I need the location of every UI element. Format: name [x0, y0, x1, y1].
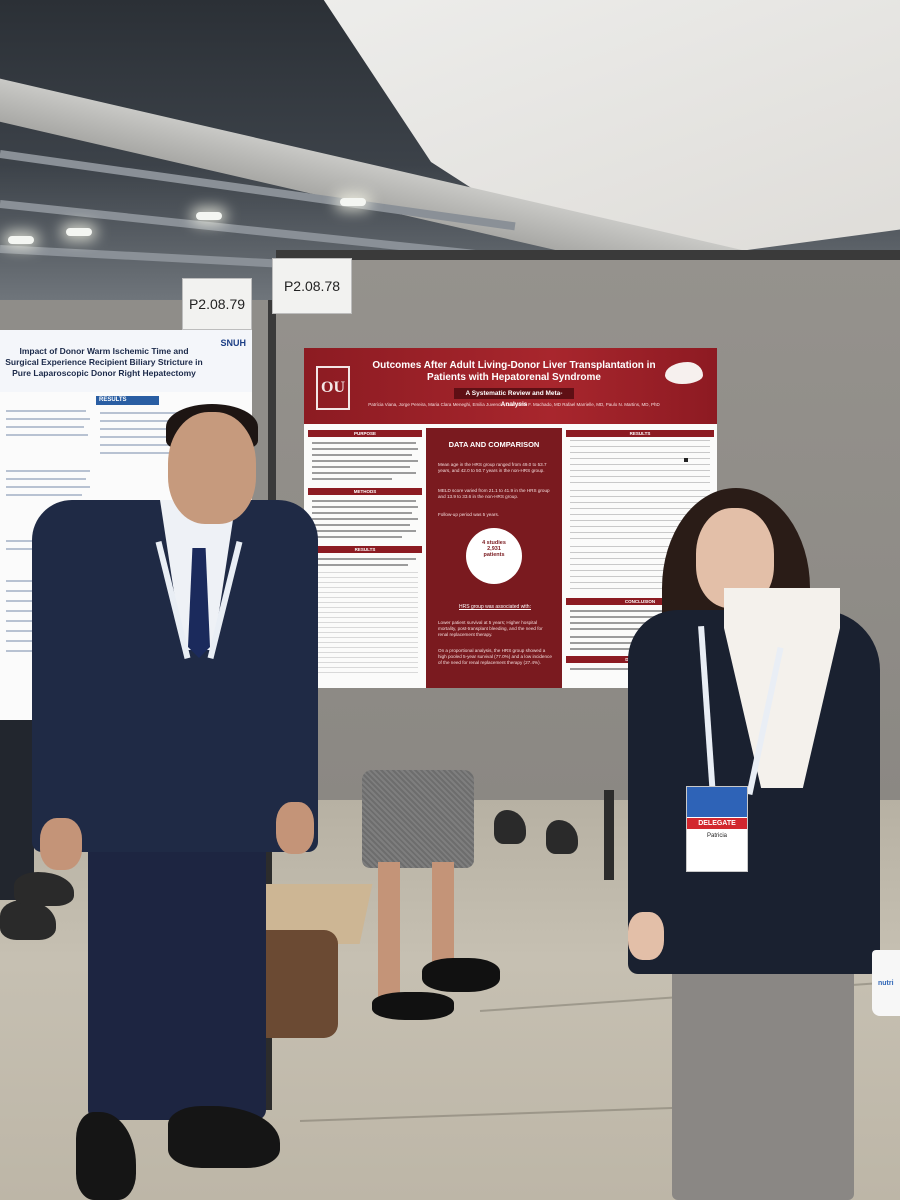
- main-poster-header: [304, 348, 717, 424]
- circle-line: 4 studies: [482, 540, 506, 546]
- man-hand: [40, 818, 82, 870]
- main-poster-title: Outcomes After Adult Living-Donor Liver …: [372, 360, 656, 383]
- circle-line: 2,931: [487, 546, 501, 552]
- left-poster-title: Impact of Donor Warm Ischemic Time and S…: [5, 346, 203, 378]
- paper-cup: nutri: [872, 950, 900, 1016]
- man-hand: [276, 802, 314, 854]
- forest-plot-diamond: [684, 458, 688, 462]
- main-poster-left-column: PURPOSE METHODS RESULTS: [308, 430, 422, 684]
- section-results: RESULTS: [566, 430, 714, 437]
- hrs-association-label: HRS group was associated with:: [459, 604, 531, 610]
- section-conclusion: CONCLUSION: [566, 598, 714, 605]
- shoe: [422, 958, 500, 992]
- main-poster-authors: Patrícia Viana, Jorge Pereira, Maria Cla…: [368, 402, 660, 407]
- board-post: [604, 790, 614, 880]
- bystander-leg: [432, 862, 454, 972]
- ceiling-light: [66, 228, 92, 236]
- studies-circle: 4 studies 2,931 patients: [466, 528, 522, 584]
- ceiling-light: [340, 198, 366, 206]
- shoe: [546, 820, 578, 854]
- bystander-legs: [0, 720, 34, 900]
- left-poster-results-label: RESULTS: [96, 396, 159, 405]
- age-text: Mean age in the HRS group ranged from 49…: [438, 462, 547, 473]
- liver-icon: [665, 362, 703, 384]
- snuh-logo: SNUH: [220, 338, 246, 348]
- badge-name: Patricia: [706, 833, 727, 839]
- sneaker: [14, 872, 74, 906]
- section-methods: METHODS: [308, 488, 422, 495]
- man-pants: [88, 820, 266, 1120]
- hrs-bullets: Lower patient survival at 5 years; Highe…: [438, 620, 543, 637]
- forest-plot: [570, 440, 710, 484]
- shoe: [494, 810, 526, 844]
- followup-text: Follow-up period was 5 years.: [438, 512, 500, 517]
- man-face: [168, 412, 256, 524]
- section-purpose: PURPOSE: [308, 430, 422, 437]
- cup-logo: nutri: [878, 980, 894, 987]
- board-number-label: P2.08.78: [272, 258, 352, 314]
- ceiling-light: [8, 236, 34, 244]
- section-results: RESULTS: [308, 546, 422, 553]
- meld-text: MELD score varied from 21.1 to 41.9 in t…: [438, 488, 550, 499]
- left-poster-header: [0, 330, 252, 392]
- ceiling-light: [196, 212, 222, 220]
- badge-role: DELEGATE: [687, 818, 747, 829]
- bystander-skirt: [362, 770, 474, 868]
- proportional-text: On a proportional analysis, the HRS grou…: [438, 648, 552, 665]
- data-and-comparison-heading: DATA AND COMPARISON: [448, 440, 540, 449]
- delegate-badge: DELEGATE Patricia: [686, 786, 748, 872]
- badge-header: [687, 787, 747, 817]
- main-poster-subtitle: A Systematic Review and Meta-Analysis: [454, 388, 574, 408]
- man-tie: [188, 548, 210, 658]
- bystander-leg: [378, 862, 400, 1002]
- circle-line: patients: [483, 552, 505, 558]
- ou-logo: OU: [316, 366, 350, 410]
- board-number-label: P2.08.79: [182, 278, 252, 330]
- sneaker: [0, 900, 56, 940]
- results-table: [312, 572, 418, 676]
- data-and-comparison-panel: DATA AND COMPARISON Mean age in the HRS …: [426, 428, 562, 688]
- woman-hand: [628, 912, 664, 960]
- shoe: [372, 992, 454, 1020]
- main-poster: OU Outcomes After Adult Living-Donor Liv…: [304, 348, 717, 688]
